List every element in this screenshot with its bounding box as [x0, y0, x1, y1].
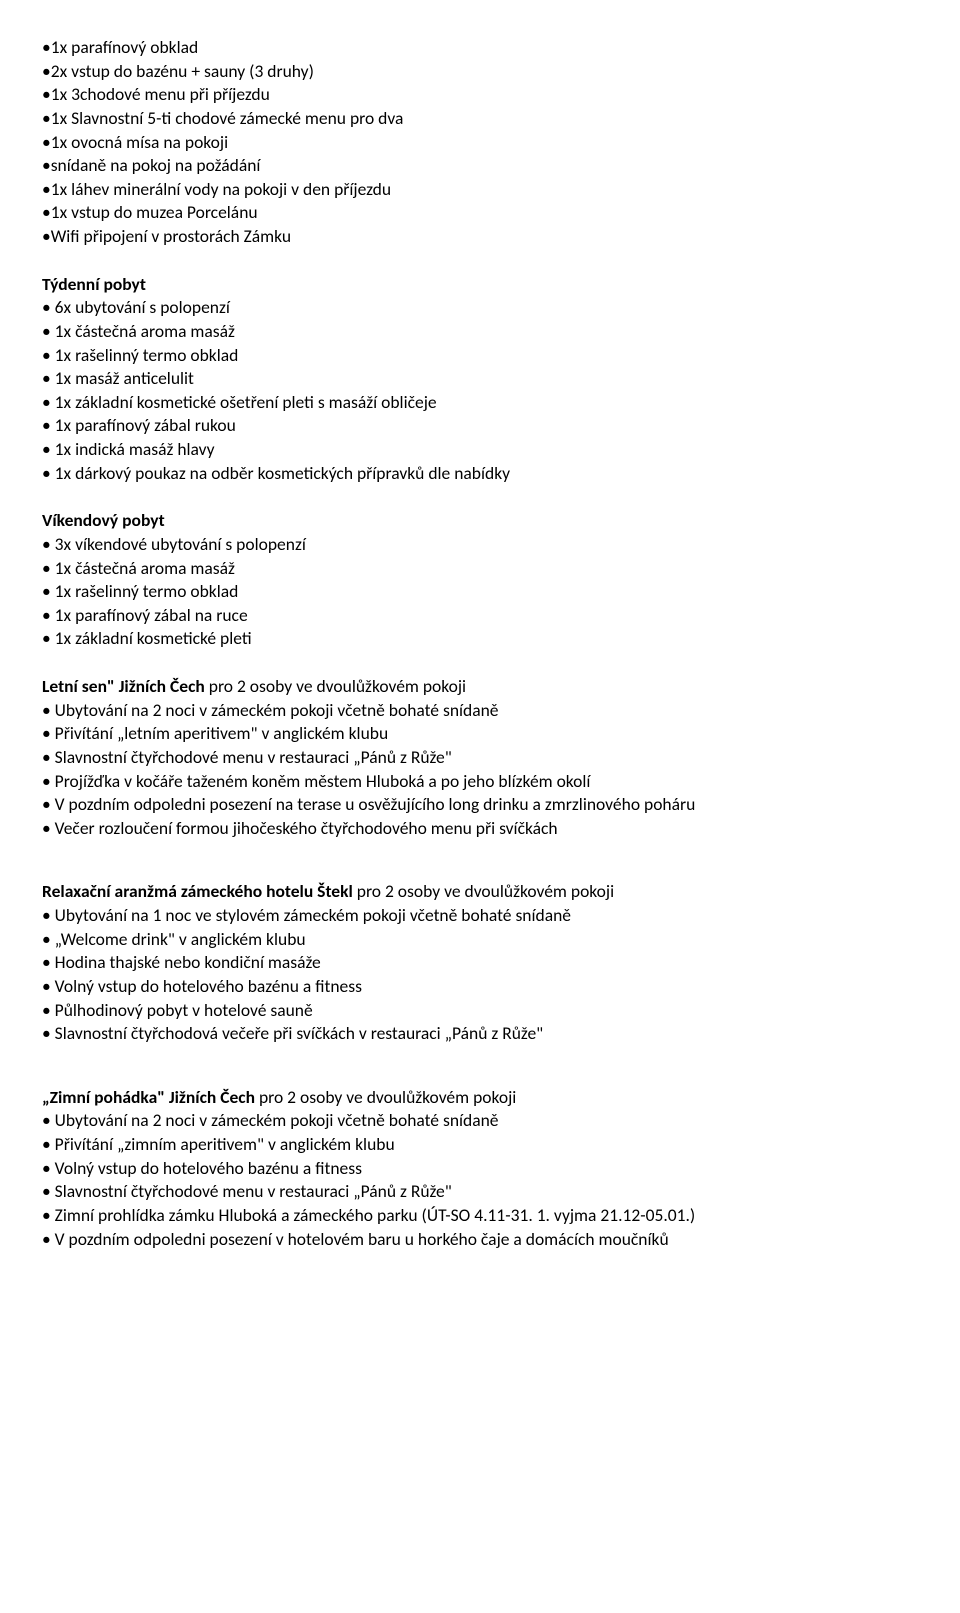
list-item: • Zimní prohlídka zámku Hluboká a zámeck… [42, 1204, 918, 1228]
list-item: • Přivítání „zimním aperitivem" v anglic… [42, 1133, 918, 1157]
list-item: • V pozdním odpoledni posezení na terase… [42, 793, 918, 817]
list-item: • „Welcome drink" v anglickém klubu [42, 928, 918, 952]
list-item: • Večer rozloučení formou jihočeského čt… [42, 817, 918, 841]
section-heading: Týdenní pobyt [42, 273, 918, 297]
list-item: •Wifi připojení v prostorách Zámku [42, 225, 918, 249]
list-item: •1x 3chodové menu při příjezdu [42, 83, 918, 107]
list-item: • V pozdním odpoledni posezení v hotelov… [42, 1228, 918, 1252]
list-item: • Slavnostní čtyřchodová večeře při svíč… [42, 1022, 918, 1046]
list-item: • 1x rašelinný termo obklad [42, 580, 918, 604]
list-item: • 1x masáž anticelulit [42, 367, 918, 391]
list-item: • 1x parafínový zábal na ruce [42, 604, 918, 628]
section-title-rest: pro 2 osoby ve dvoulůžkovém pokoji [205, 675, 466, 697]
list-item: • Slavnostní čtyřchodové menu v restaura… [42, 1180, 918, 1204]
section-title-line: „Zimní pohádka" Jižních Čech pro 2 osoby… [42, 1086, 918, 1110]
section-title-rest: pro 2 osoby ve dvoulůžkovém pokoji [255, 1086, 516, 1108]
section-zimni-pohadka: „Zimní pohádka" Jižních Čech pro 2 osoby… [42, 1086, 918, 1251]
section-title-rest: pro 2 osoby ve dvoulůžkovém pokoji [353, 880, 614, 902]
list-item: • 1x rašelinný termo obklad [42, 344, 918, 368]
list-item: •1x parafínový obklad [42, 36, 918, 60]
section-title-line: Relaxační aranžmá zámeckého hotelu Štekl… [42, 880, 918, 904]
list-item: • Ubytování na 2 noci v zámeckém pokoji … [42, 1109, 918, 1133]
list-item: •1x láhev minerální vody na pokoji v den… [42, 178, 918, 202]
list-item: •1x ovocná mísa na pokoji [42, 131, 918, 155]
section-heading: Víkendový pobyt [42, 509, 918, 533]
section-1: •1x parafínový obklad •2x vstup do bazén… [42, 36, 918, 249]
list-item: • Ubytování na 2 noci v zámeckém pokoji … [42, 699, 918, 723]
list-item: • Slavnostní čtyřchodové menu v restaura… [42, 746, 918, 770]
list-item: • 1x částečná aroma masáž [42, 320, 918, 344]
section-vikendovy: Víkendový pobyt • 3x víkendové ubytování… [42, 509, 918, 651]
section-title-bold: „Zimní pohádka" Jižních Čech [42, 1086, 255, 1108]
list-item: • 1x částečná aroma masáž [42, 557, 918, 581]
list-item: •1x Slavnostní 5-ti chodové zámecké menu… [42, 107, 918, 131]
list-item: • Hodina thajské nebo kondiční masáže [42, 951, 918, 975]
list-item: • 1x základní kosmetické pleti [42, 627, 918, 651]
list-item: • Volný vstup do hotelového bazénu a fit… [42, 1157, 918, 1181]
list-item: • Volný vstup do hotelového bazénu a fit… [42, 975, 918, 999]
list-item: • Ubytování na 1 noc ve stylovém zámecké… [42, 904, 918, 928]
section-title-line: Letní sen" Jižních Čech pro 2 osoby ve d… [42, 675, 918, 699]
section-tydenni: Týdenní pobyt • 6x ubytování s polopenzí… [42, 273, 918, 486]
list-item: • Projížďka v kočáře taženém koněm měste… [42, 770, 918, 794]
list-item: • 1x dárkový poukaz na odběr kosmetickýc… [42, 462, 918, 486]
list-item: •1x vstup do muzea Porcelánu [42, 201, 918, 225]
list-item: • 3x víkendové ubytování s polopenzí [42, 533, 918, 557]
list-item: • Přivítání „letním aperitivem" v anglic… [42, 722, 918, 746]
section-title-bold: Relaxační aranžmá zámeckého hotelu Štekl [42, 880, 353, 902]
section-title-bold: Letní sen" Jižních Čech [42, 675, 205, 697]
section-letni-sen: Letní sen" Jižních Čech pro 2 osoby ve d… [42, 675, 918, 840]
list-item: • Půlhodinový pobyt v hotelové sauně [42, 999, 918, 1023]
list-item: • 1x základní kosmetické ošetření pleti … [42, 391, 918, 415]
section-relaxacni: Relaxační aranžmá zámeckého hotelu Štekl… [42, 880, 918, 1045]
list-item: • 1x indická masáž hlavy [42, 438, 918, 462]
list-item: •2x vstup do bazénu + sauny (3 druhy) [42, 60, 918, 84]
list-item: • 6x ubytování s polopenzí [42, 296, 918, 320]
list-item: •snídaně na pokoj na požádání [42, 154, 918, 178]
list-item: • 1x parafínový zábal rukou [42, 414, 918, 438]
